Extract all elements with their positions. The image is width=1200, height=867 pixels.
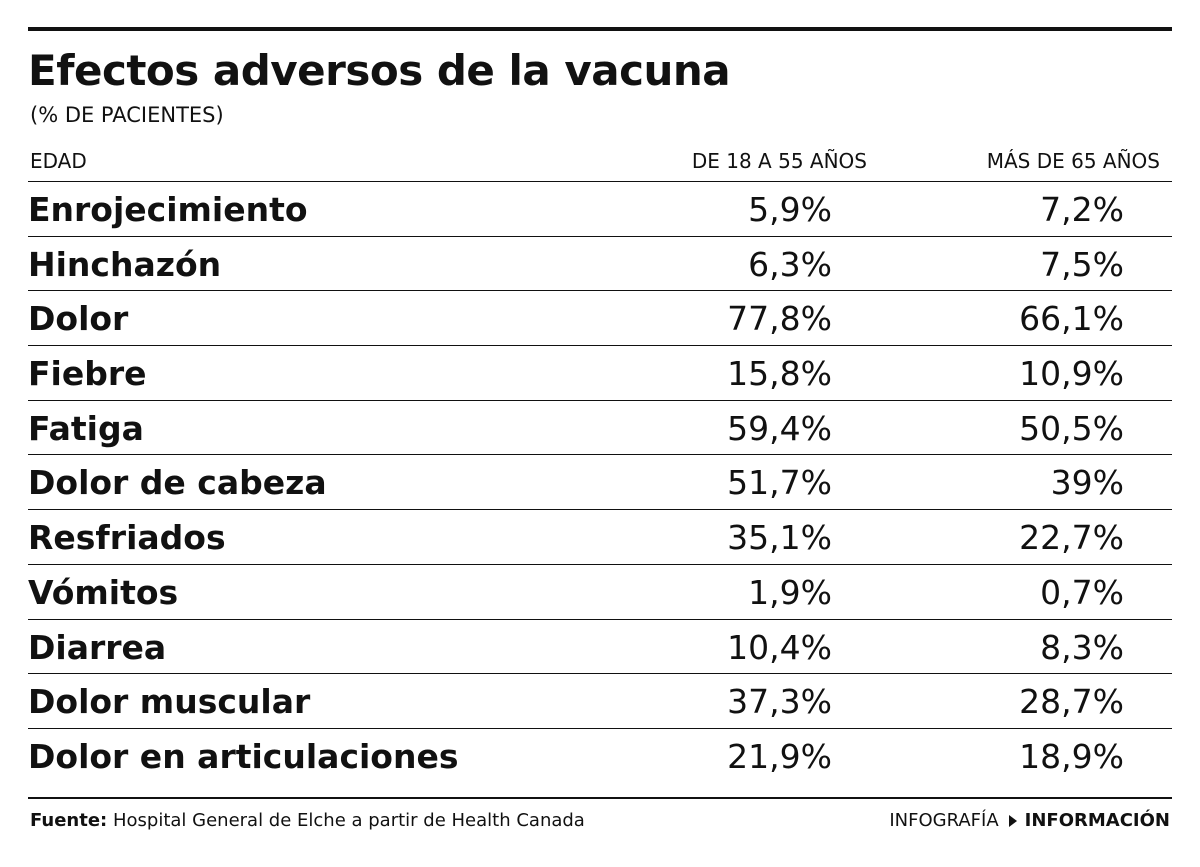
row-label: Hinchazón: [28, 244, 222, 284]
row-label: Dolor de cabeza: [28, 463, 327, 503]
row-label: Dolor: [28, 299, 129, 339]
table-row: Dolor en articulaciones 21,9% 18,9%: [28, 729, 1172, 784]
value-18-55: 77,8%: [727, 299, 832, 339]
row-label: Vómitos: [28, 572, 179, 612]
table-body: Enrojecimiento 5,9% 7,2% Hinchazón 6,3% 7,5% D…: [28, 182, 1172, 784]
row-label: Diarrea: [28, 627, 167, 667]
value-65-plus: 22,7%: [1019, 518, 1124, 558]
table-row: Resfriados 35,1% 22,7%: [28, 510, 1172, 565]
value-18-55: 35,1%: [727, 518, 832, 558]
value-65-plus: 7,2%: [1040, 190, 1124, 229]
table-header: EDAD DE 18 A 55 AÑOS MÁS DE 65 AÑOS: [28, 141, 1172, 182]
value-18-55: 1,9%: [748, 572, 832, 612]
chart-subtitle: (% DE PACIENTES): [30, 103, 224, 127]
value-65-plus: 39%: [1050, 463, 1124, 503]
table-row: Fiebre 15,8% 10,9%: [28, 346, 1172, 401]
value-65-plus: 66,1%: [1019, 299, 1124, 339]
value-65-plus: 50,5%: [1019, 408, 1124, 448]
header-65-plus: MÁS DE 65 AÑOS: [986, 149, 1160, 173]
infographic-table-card: Efectos adversos de la vacuna (% DE PACI…: [28, 0, 1172, 867]
row-label: Resfriados: [28, 518, 226, 558]
row-label: Dolor muscular: [28, 682, 311, 722]
table-row: Dolor de cabeza 51,7% 39%: [28, 455, 1172, 511]
value-18-55: 51,7%: [727, 463, 832, 503]
value-18-55: 21,9%: [727, 736, 832, 776]
source-note: Fuente: Hospital General de Elche a part…: [30, 810, 585, 831]
play-arrow-icon: [1008, 815, 1017, 827]
value-65-plus: 18,9%: [1019, 736, 1124, 776]
bottom-rule: [28, 797, 1172, 799]
value-18-55: 59,4%: [727, 408, 832, 448]
row-label: Fiebre: [28, 354, 147, 394]
table-row: Enrojecimiento 5,9% 7,2%: [28, 182, 1172, 237]
row-label: Enrojecimiento: [28, 190, 308, 229]
value-18-55: 5,9%: [748, 190, 832, 229]
table-row: Fatiga 59,4% 50,5%: [28, 401, 1172, 456]
value-18-55: 10,4%: [727, 627, 832, 667]
value-18-55: 6,3%: [748, 244, 832, 284]
value-65-plus: 7,5%: [1040, 244, 1124, 284]
row-label: Fatiga: [28, 408, 144, 448]
credit: INFOGRAFÍA INFORMACIÓN: [889, 810, 1170, 831]
table-row: Hinchazón 6,3% 7,5%: [28, 237, 1172, 292]
value-65-plus: 10,9%: [1019, 354, 1124, 394]
value-65-plus: 0,7%: [1040, 572, 1124, 612]
row-label: Dolor en articulaciones: [28, 736, 459, 776]
table-row: Vómitos 1,9% 0,7%: [28, 565, 1172, 620]
value-18-55: 37,3%: [727, 682, 832, 722]
table-row: Dolor 77,8% 66,1%: [28, 291, 1172, 347]
top-rule: [28, 27, 1172, 31]
table-row: Diarrea 10,4% 8,3%: [28, 620, 1172, 675]
header-age: EDAD: [30, 149, 87, 173]
credit-brand: INFORMACIÓN: [1024, 810, 1170, 831]
value-18-55: 15,8%: [727, 354, 832, 394]
credit-prefix: INFOGRAFÍA: [889, 810, 999, 831]
source-label: Fuente:: [30, 810, 108, 831]
chart-title: Efectos adversos de la vacuna: [28, 46, 731, 95]
table-row: Dolor muscular 37,3% 28,7%: [28, 674, 1172, 729]
value-65-plus: 28,7%: [1019, 682, 1124, 722]
source-text: Hospital General de Elche a partir de He…: [112, 810, 585, 831]
header-18-55: DE 18 A 55 AÑOS: [691, 149, 867, 173]
value-65-plus: 8,3%: [1040, 627, 1124, 667]
